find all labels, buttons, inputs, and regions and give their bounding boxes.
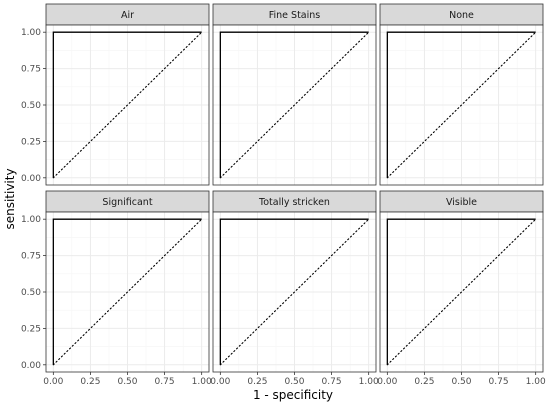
x-tick-label: 0.50 — [117, 377, 137, 387]
reference-line — [52, 31, 203, 179]
y-tick-label: 0.75 — [21, 65, 41, 75]
reference-line — [386, 218, 537, 366]
x-tick-label: 0.25 — [414, 377, 434, 387]
x-tick-label: 0.00 — [43, 377, 63, 387]
panel-border — [379, 24, 544, 186]
facet-panel: Air 0.00 0.25 0.50 0.75 1.00 — [21, 3, 210, 186]
roc-curve — [52, 31, 202, 178]
y-tick-label: 0.75 — [21, 252, 41, 262]
x-tick-label: 0.25 — [80, 377, 100, 387]
x-axis-title: 1 - specificity — [253, 388, 333, 402]
x-tick-label: 0.75 — [489, 377, 509, 387]
reference-line — [52, 218, 203, 366]
x-tick-label: 0.75 — [322, 377, 342, 387]
facet-strip-label: Air — [121, 10, 134, 21]
facet-panel: Visible 0.00 0.25 0.50 0.75 1.00 — [377, 190, 546, 387]
y-tick-label: 1.00 — [21, 215, 41, 225]
facet-panel: Significant 0.00 0.25 0.50 0.75 1.00 0.00 0.25 0… — [21, 190, 212, 387]
facet-strip-label: None — [449, 10, 474, 21]
facet-panels: Air 0.00 0.25 0.50 0.75 1.00 Fine Stains None Si… — [21, 3, 546, 387]
facet-panel: None — [379, 3, 544, 186]
facet-strip-label: Significant — [102, 197, 152, 208]
roc-curve — [219, 31, 369, 178]
reference-line — [219, 218, 370, 366]
y-axis-title: sensitivity — [3, 168, 17, 229]
y-tick-label: 0.50 — [21, 288, 41, 298]
x-tick-label: 1.00 — [526, 377, 546, 387]
x-tick-label: 0.50 — [451, 377, 471, 387]
facet-strip-label: Totally stricken — [258, 197, 330, 208]
panel-border — [212, 24, 377, 186]
x-tick-label: 0.25 — [247, 377, 267, 387]
facet-strip-label: Fine Stains — [269, 10, 321, 21]
facet-panel: Totally stricken 0.00 0.25 0.50 0.75 1.00 — [210, 190, 379, 387]
y-tick-label: 0.25 — [21, 137, 41, 147]
x-tick-label: 1.00 — [192, 377, 212, 387]
x-tick-label: 0.50 — [284, 377, 304, 387]
facet-panel: Fine Stains — [212, 3, 377, 186]
roc-curve — [219, 218, 369, 365]
y-tick-label: 0.25 — [21, 324, 41, 334]
y-tick-label: 0.00 — [21, 361, 41, 371]
x-tick-label: 0.00 — [210, 377, 230, 387]
x-tick-label: 0.00 — [377, 377, 397, 387]
x-tick-label: 1.00 — [359, 377, 379, 387]
facet-strip-label: Visible — [446, 197, 477, 208]
roc-curve — [52, 218, 202, 365]
reference-line — [219, 31, 370, 179]
y-tick-label: 1.00 — [21, 28, 41, 38]
roc-curve — [386, 31, 536, 178]
y-tick-label: 0.00 — [21, 174, 41, 184]
x-tick-label: 0.75 — [155, 377, 175, 387]
roc-curve — [386, 218, 536, 365]
reference-line — [386, 31, 537, 179]
y-tick-label: 0.50 — [21, 101, 41, 111]
